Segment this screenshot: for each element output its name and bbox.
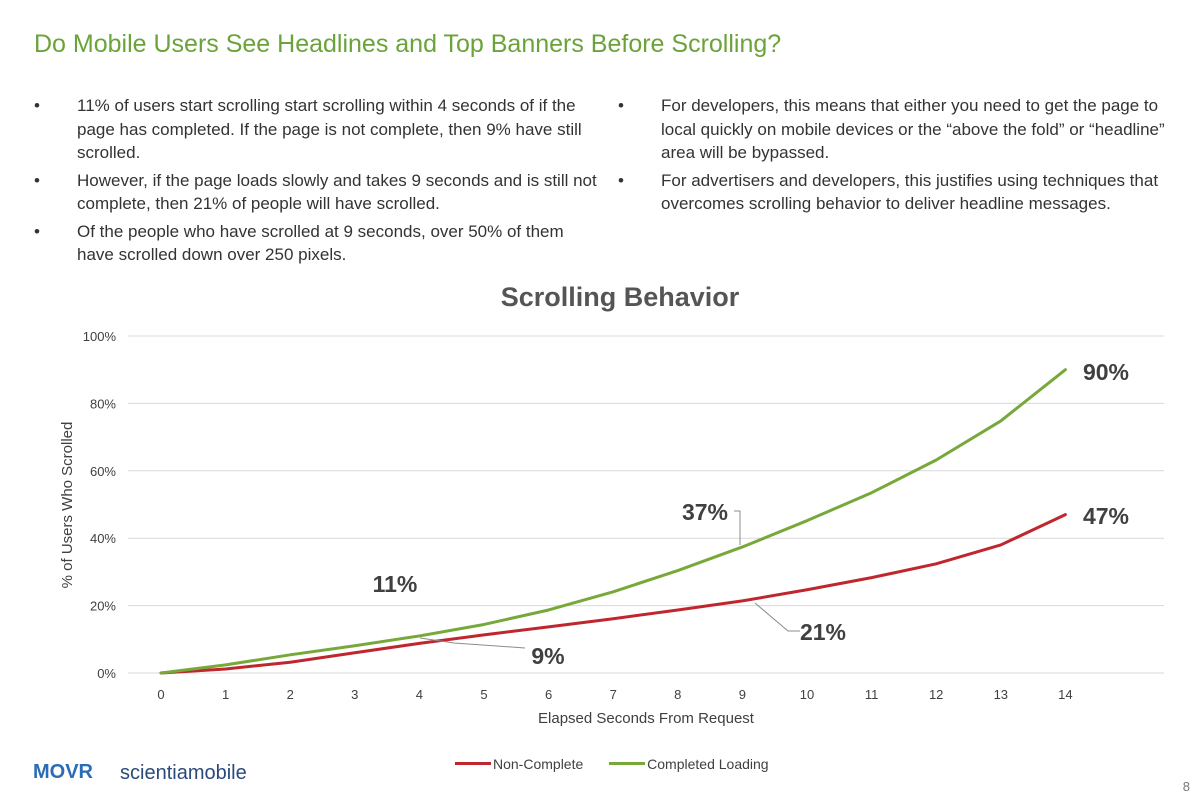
right-bullet-list: • For developers, this means that either …	[614, 94, 1174, 220]
chart-legend: Non-Complete Completed Loading	[455, 752, 791, 772]
y-tick-label: 40%	[90, 531, 116, 546]
annotation-leader-line	[734, 510, 741, 545]
x-tick-label: 6	[545, 687, 552, 702]
x-axis-label: Elapsed Seconds From Request	[538, 710, 755, 727]
bullet-dot: •	[34, 221, 40, 241]
bullet-item: • Of the people who have scrolled at 9 se…	[30, 220, 600, 267]
bullet-text: Of the people who have scrolled at 9 sec…	[77, 221, 564, 265]
x-tick-label: 5	[480, 687, 487, 702]
x-tick-label: 14	[1058, 687, 1072, 702]
x-tick-label: 2	[287, 687, 294, 702]
y-tick-label: 0%	[97, 666, 116, 681]
bullet-text: 11% of users start scrolling start scrol…	[77, 96, 582, 162]
annotation-leader-line	[419, 637, 526, 649]
bullet-dot: •	[618, 96, 624, 115]
annotation-label: 37%	[682, 499, 728, 525]
bullet-text: For developers, this means that either y…	[661, 96, 1165, 162]
annotation-label: 21%	[800, 619, 846, 645]
legend-swatch-non-complete	[455, 762, 491, 765]
x-tick-label: 8	[674, 687, 681, 702]
slide-title: Do Mobile Users See Headlines and Top Ba…	[34, 30, 782, 58]
annotation-leader-line	[754, 602, 800, 632]
bullet-text: For advertisers and developers, this jus…	[661, 170, 1159, 214]
x-tick-label: 7	[610, 687, 617, 702]
y-tick-label: 60%	[90, 464, 116, 479]
legend-swatch-completed-loading	[609, 762, 646, 765]
annotation-label: 9%	[531, 643, 564, 669]
chart-title: Scrolling Behavior	[500, 282, 740, 312]
movr-logo: MOVR	[33, 761, 93, 783]
bullet-item: • For developers, this means that either …	[614, 94, 1174, 165]
y-tick-label: 100%	[83, 329, 117, 344]
legend-label: Non-Complete	[493, 755, 584, 772]
bullet-dot: •	[34, 96, 40, 115]
x-tick-label: 12	[929, 687, 943, 702]
y-axis-label: % of Users Who Scrolled	[59, 422, 76, 589]
x-tick-label: 1	[222, 687, 229, 702]
bullet-item: • For advertisers and developers, this ju…	[614, 169, 1174, 216]
x-tick-label: 13	[994, 687, 1008, 702]
bullet-item: • However, if the page loads slowly and t…	[30, 169, 600, 216]
legend-item-completed-loading: Completed Loading	[609, 755, 769, 772]
x-tick-label: 9	[739, 687, 746, 702]
series-line-non-complete	[159, 513, 1067, 675]
bullet-dot: •	[34, 170, 40, 190]
legend-label: Completed Loading	[647, 755, 769, 772]
bullet-item: • 11% of users start scrolling start scro…	[30, 94, 600, 165]
series-line-completed-loading	[159, 368, 1067, 675]
y-tick-label: 20%	[90, 599, 116, 614]
x-tick-label: 0	[157, 687, 164, 702]
annotation-label: 47%	[1083, 503, 1129, 529]
page-number: 8	[1182, 779, 1190, 794]
x-tick-label: 3	[351, 687, 358, 702]
x-tick-label: 10	[800, 687, 814, 702]
annotation-label: 11%	[373, 571, 418, 597]
legend-item-non-complete: Non-Complete	[455, 756, 583, 772]
left-bullet-list: • 11% of users start scrolling start scro…	[30, 94, 600, 271]
bullet-dot: •	[618, 170, 624, 190]
x-tick-label: 11	[865, 687, 879, 702]
bullet-text: However, if the page loads slowly and ta…	[77, 170, 597, 214]
y-tick-label: 80%	[90, 396, 116, 411]
scientiamobile-logo: scientiamobile	[120, 762, 247, 784]
x-tick-label: 4	[416, 687, 423, 702]
annotation-label: 90%	[1083, 359, 1129, 385]
